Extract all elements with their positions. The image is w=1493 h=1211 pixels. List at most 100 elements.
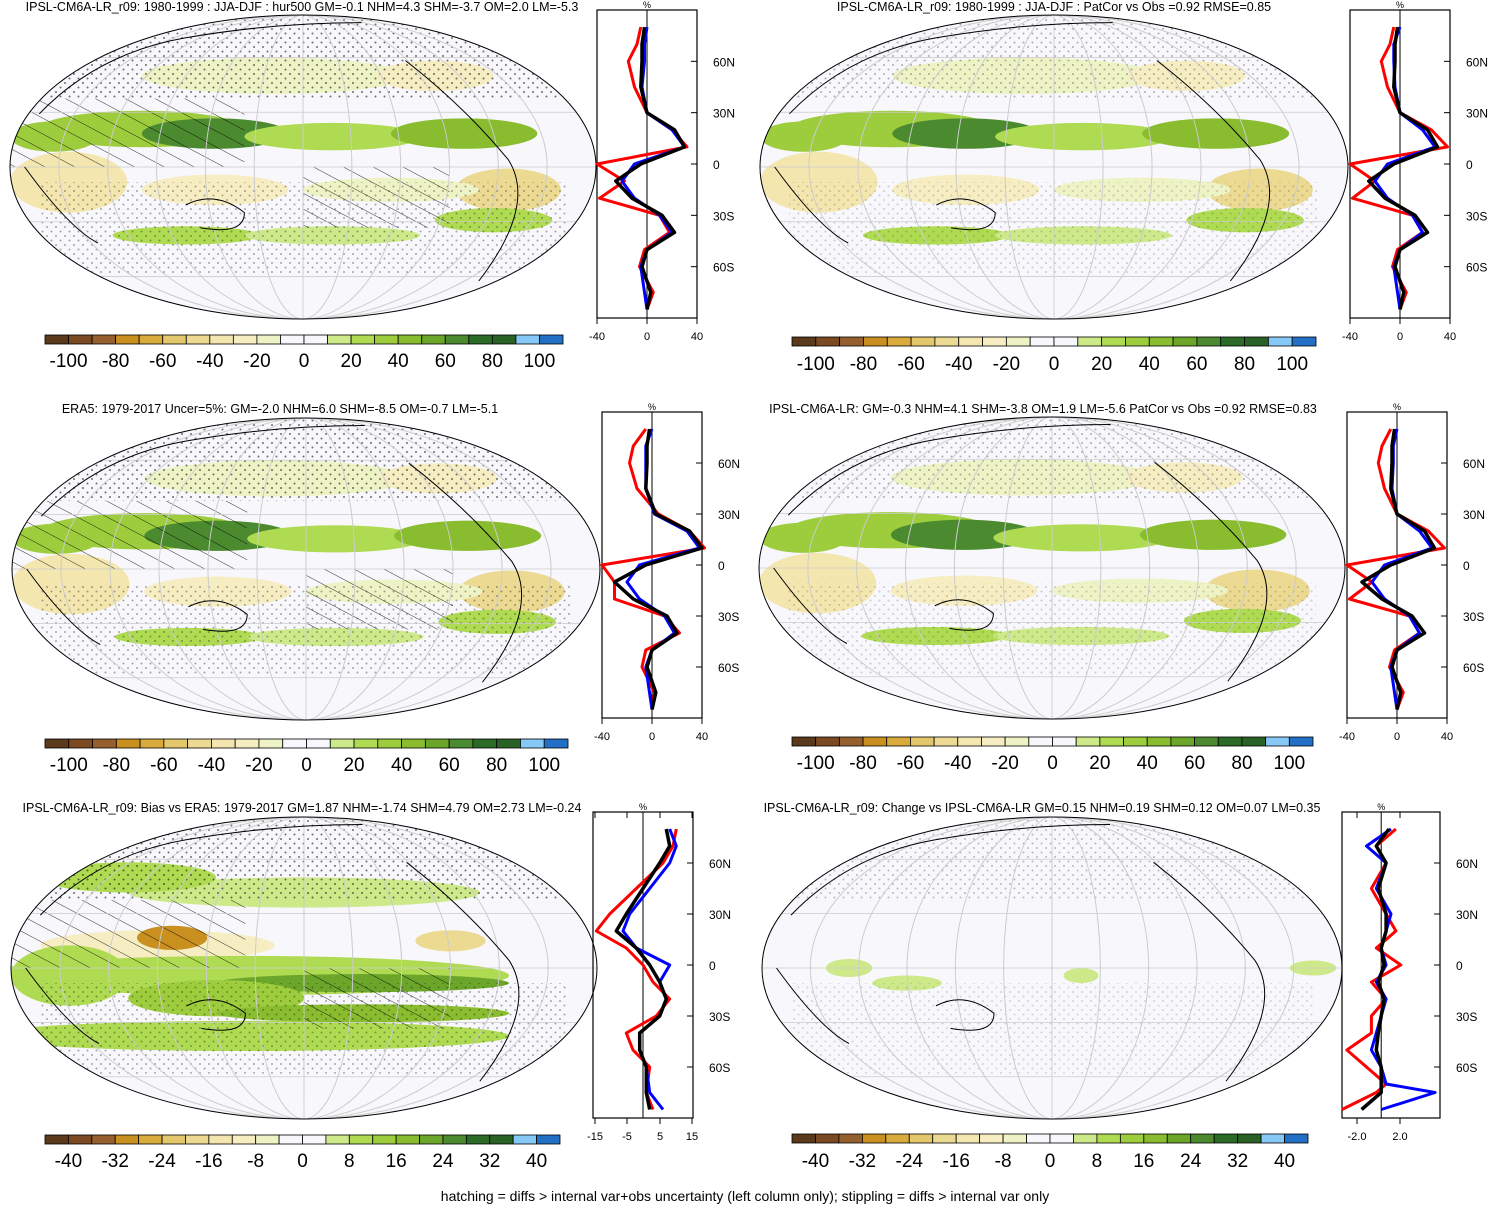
colorbar-box [328,335,352,344]
colorbar-label: -40 [55,1151,82,1172]
x-tick-label: -40 [1342,331,1358,343]
colorbar-label: -100 [50,351,88,372]
colorbar-box [886,1134,909,1143]
colorbar-label: 40 [1139,354,1160,375]
panel-title: IPSL-CM6A-LR: GM=-0.3 NHM=4.1 SHM=-3.8 O… [769,402,1317,416]
colorbar-box [402,739,426,748]
colorbar-label: 32 [1227,1151,1248,1172]
colorbar-label: 40 [388,351,409,372]
colorbar-box [933,1134,956,1143]
map-field [760,15,1348,319]
colorbar-box [980,1134,1003,1143]
colorbar-box [162,1135,185,1144]
hatching [12,501,247,569]
y-tick-label: 30N [718,508,740,522]
colorbar-box [449,739,473,748]
colorbar-box [544,739,568,748]
contour-region [391,118,538,148]
y-tick-label: 0 [718,559,725,573]
colorbar-box [1197,337,1221,346]
y-tick-label: 0 [709,959,716,973]
colorbar-box [354,739,378,748]
colorbar-box [887,337,911,346]
y-tick-label: 60S [1463,661,1484,675]
colorbar-box [863,737,887,746]
colorbar-box [1242,737,1266,746]
y-tick-label: 30S [713,209,734,223]
x-tick-label: -40 [1339,731,1355,743]
colorbar-box [1214,1134,1237,1143]
colorbar-box [1171,737,1195,746]
y-tick-label: 0 [713,158,720,172]
colorbar-box [1100,737,1124,746]
y-tick-label: 30S [1463,610,1484,624]
colorbar-box [983,337,1007,346]
colorbar-label: -24 [148,1151,176,1172]
panel-1: IPSL-CM6A-LR_r09: 1980-1999 : JJA-DJF : … [10,0,735,372]
colorbar-label: -100 [50,755,88,776]
profile-line-model [1350,27,1448,309]
colorbar-label: 8 [1092,1151,1103,1172]
colorbar-label: 100 [528,755,560,776]
panel-6: IPSL-CM6A-LR_r09: Change vs IPSL-CM6A-LR… [762,801,1478,1172]
contour-region [415,930,485,951]
x-tick-label: 5 [657,1131,663,1143]
colorbar-box [1261,1134,1284,1143]
panel-5: IPSL-CM6A-LR_r09: Bias vs ERA5: 1979-201… [0,801,731,1172]
hatching [11,900,245,968]
y-tick-label: 30S [1456,1010,1477,1024]
colorbar-box [139,335,163,344]
colorbar-box [792,337,816,346]
colorbar-label: -80 [850,354,877,375]
colorbar-box [816,737,840,746]
colorbar-label: 16 [386,1151,407,1172]
footer-note: hatching = diffs > internal var+obs unce… [441,1188,1049,1204]
colorbar-box [1144,1134,1167,1143]
colorbar-label: 60 [435,351,456,372]
colorbar-label: -32 [101,1151,128,1172]
profile-line-model [1342,829,1401,1110]
colorbar-label: -40 [944,753,971,774]
colorbar-box [958,737,982,746]
colorbar-box [373,1135,396,1144]
colorbar-label: 100 [1276,354,1308,375]
colorbar-box [257,335,281,344]
colorbar-box [232,1135,255,1144]
colorbar-box [398,335,422,344]
colorbar-box [116,739,140,748]
x-tick-label: 0 [1397,331,1403,343]
colorbar-box [92,1135,115,1144]
colorbar-box [1054,337,1078,346]
colorbar-box [116,335,140,344]
colorbar-label: 100 [1273,753,1305,774]
colorbar-box [1191,1134,1214,1143]
y-tick-label: 30S [718,610,739,624]
colorbar-label: 80 [1231,753,1252,774]
profile-frame [1342,812,1440,1118]
colorbar-box [211,739,235,748]
colorbar-box [497,739,521,748]
colorbar-box [188,739,212,748]
colorbar-label: -40 [196,351,223,372]
colorbar-box [911,337,935,346]
colorbar-box [815,1134,838,1143]
profile-xlabel: % [643,0,651,10]
colorbar-label: 40 [1274,1151,1295,1172]
profile-line-mean [616,27,685,309]
colorbar-label: 20 [1091,354,1112,375]
colorbar-box [473,739,497,748]
colorbar-box [1005,737,1029,746]
x-tick-label: 40 [1441,731,1453,743]
colorbar-box [816,337,840,346]
colorbar-box [235,739,259,748]
contour-map [760,15,1348,319]
colorbar-label: -60 [897,753,924,774]
colorbar-label: 20 [343,755,364,776]
contour-map [0,817,597,1119]
colorbar-box [307,739,331,748]
colorbar-label: -32 [849,1151,876,1172]
